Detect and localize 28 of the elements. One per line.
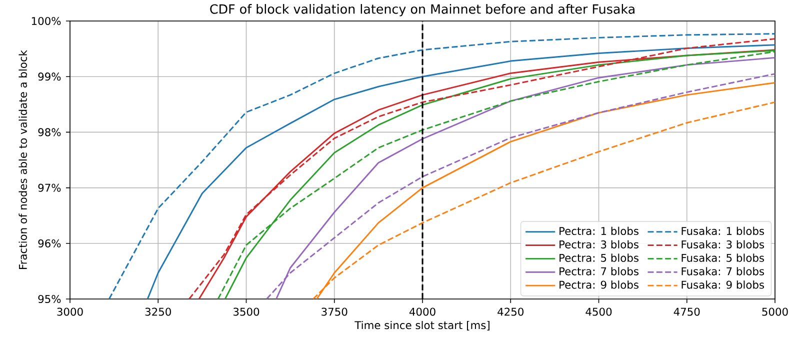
x-tick-label: 4250 bbox=[498, 308, 524, 316]
y-tick-label: 96% bbox=[38, 239, 61, 248]
legend-label: Pectra: 3 blobs bbox=[560, 240, 638, 248]
legend-label: Fusaka: 1 blobs bbox=[682, 226, 764, 236]
y-tick-label: 100% bbox=[32, 16, 61, 26]
x-tick-label: 3750 bbox=[322, 308, 348, 316]
y-tick-label: 97% bbox=[38, 184, 61, 192]
y-tick-label: 99% bbox=[38, 72, 61, 81]
x-tick-label: 3500 bbox=[233, 308, 260, 316]
legend-label: Fusaka: 9 blobs bbox=[682, 280, 764, 289]
chart-title: CDF of block validation latency on Mainnet before and after Fusaka bbox=[210, 4, 634, 16]
legend-label: Pectra: 9 blobs bbox=[560, 280, 638, 289]
legend-label: Pectra: 7 blobs bbox=[560, 267, 638, 276]
y-tick-label: 95% bbox=[38, 294, 61, 304]
legend-label: Fusaka: 3 blobs bbox=[682, 240, 764, 248]
legend-label: Pectra: 5 blobs bbox=[560, 254, 638, 262]
y-tick-label: 98% bbox=[38, 128, 61, 136]
x-tick-label: 5000 bbox=[762, 308, 788, 316]
x-tick-label: 3250 bbox=[145, 308, 171, 316]
x-axis-title: Time since slot start [ms] bbox=[354, 320, 490, 330]
x-tick-label: 4750 bbox=[674, 308, 700, 316]
x-tick-label: 4000 bbox=[409, 308, 436, 316]
y-axis-title: Fraction of nodes able to validate a block bbox=[18, 50, 27, 269]
legend-label: Pectra: 1 blobs bbox=[560, 226, 638, 236]
x-tick-label: 3000 bbox=[57, 308, 83, 316]
legend-label: Fusaka: 7 blobs bbox=[682, 267, 764, 276]
x-tick-label: 4500 bbox=[586, 308, 612, 316]
legend-label: Fusaka: 5 blobs bbox=[682, 254, 764, 262]
